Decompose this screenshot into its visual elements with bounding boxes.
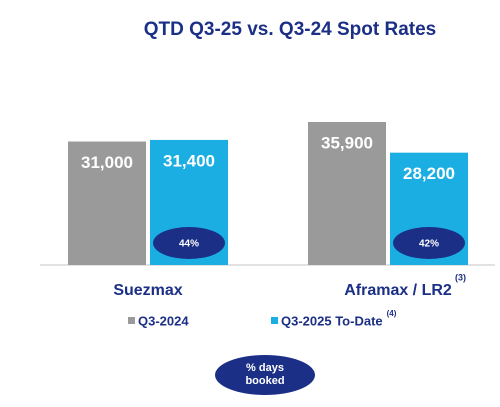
booked-oval [393, 227, 465, 259]
value-label: 31,400 [163, 151, 215, 170]
chart-title: QTD Q3-25 vs. Q3-24 Spot Rates [144, 19, 437, 40]
booked-label: 44% [179, 239, 199, 250]
value-label: 35,900 [321, 133, 373, 152]
legend-swatch [128, 317, 135, 324]
category-label: Suezmax [113, 282, 182, 299]
legend-note: (4) [387, 309, 397, 318]
bar [308, 122, 386, 265]
category-label: Aframax / LR2 [344, 282, 452, 299]
booked-oval [153, 227, 225, 259]
bar [68, 141, 146, 265]
booked-legend: % days booked [215, 355, 315, 395]
legend-label: Q3-2024 [138, 313, 189, 328]
legend-swatch [271, 317, 278, 324]
value-label: 31,000 [81, 153, 133, 172]
legend-label: Q3-2025 To-Date [281, 313, 383, 328]
value-label: 28,200 [403, 164, 455, 183]
category-note: (3) [455, 272, 466, 282]
booked-label: 42% [419, 239, 439, 250]
